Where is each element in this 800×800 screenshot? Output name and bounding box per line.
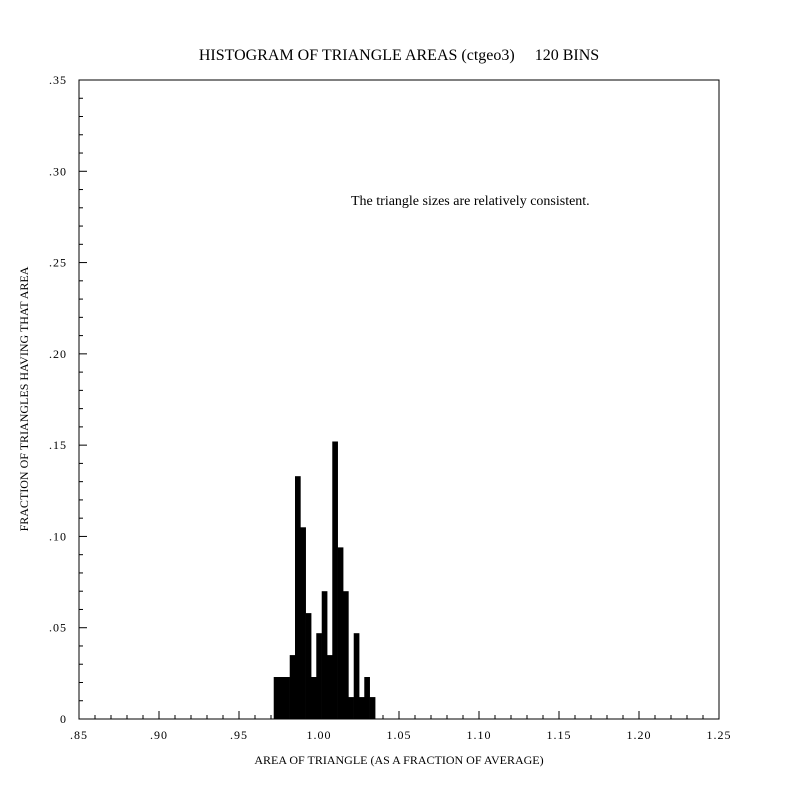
y-tick-label: .20 [49, 347, 67, 361]
histogram-bar-11 [332, 441, 338, 719]
histogram-bar-9 [321, 591, 328, 719]
x-tick-label: 1.15 [547, 728, 572, 742]
y-axis-ticks: 0 .05 .10 .15 .20 .25 .30 .35 [49, 73, 87, 726]
histogram-bar-10 [327, 655, 333, 719]
y-tick-label: 0 [60, 712, 67, 726]
histogram-bar-7 [311, 677, 317, 719]
histogram-bar-15 [353, 633, 360, 719]
chart-title: HISTOGRAM OF TRIANGLE AREAS (ctgeo3) 120… [199, 47, 599, 64]
y-tick-label: .25 [49, 256, 67, 270]
histogram-bars [273, 441, 376, 719]
histogram-bar-4 [295, 476, 301, 719]
histogram-bar-13 [343, 591, 349, 719]
chart-annotation: The triangle sizes are relatively consis… [351, 194, 590, 209]
x-tick-label: .85 [70, 728, 88, 742]
y-tick-label: .15 [49, 438, 67, 452]
histogram-bar-0 [273, 677, 280, 719]
histogram-bar-18 [369, 697, 376, 719]
x-tick-label: 1.00 [307, 728, 332, 742]
plot-frame [78, 79, 720, 720]
histogram-bar-17 [364, 677, 370, 719]
histogram-bar-14 [348, 697, 354, 719]
histogram-bar-3 [289, 655, 296, 719]
x-tick-label: 1.20 [627, 728, 652, 742]
y-tick-label: .30 [49, 164, 67, 178]
histogram-bar-1 [279, 677, 285, 719]
histogram-bar-16 [359, 697, 365, 719]
y-tick-label: .10 [49, 529, 67, 543]
histogram-bar-6 [305, 613, 312, 719]
x-tick-label: .90 [150, 728, 168, 742]
histogram-bar-5 [300, 527, 306, 719]
histogram-bar-2 [284, 677, 290, 719]
histogram-bar-8 [316, 633, 322, 719]
histogram-bar-12 [337, 547, 344, 719]
x-tick-label: 1.05 [387, 728, 412, 742]
y-axis-label: FRACTION OF TRIANGLES HAVING THAT AREA [17, 266, 31, 531]
x-axis-label: AREA OF TRIANGLE (AS A FRACTION OF AVERA… [254, 753, 543, 767]
x-tick-label: 1.10 [467, 728, 492, 742]
x-tick-label: .95 [230, 728, 248, 742]
y-tick-label: .05 [49, 621, 67, 635]
x-tick-label: 1.25 [707, 728, 732, 742]
x-axis-ticks: .85 .90 .95 1.00 1.05 1.10 1.15 1.20 1.25 [70, 711, 732, 742]
y-tick-label: .35 [49, 73, 67, 87]
